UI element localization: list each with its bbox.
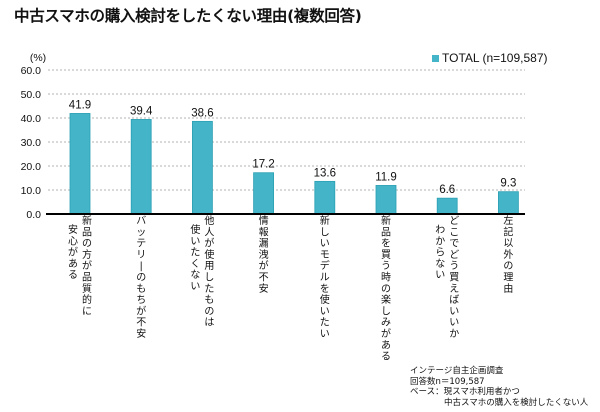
bar — [191, 120, 213, 215]
data-label: 38.6 — [191, 107, 213, 119]
data-label: 9.3 — [500, 178, 516, 190]
bar — [497, 191, 519, 215]
data-label: 6.6 — [439, 184, 455, 196]
y-axis-label: (%) — [30, 52, 46, 64]
bar — [375, 185, 397, 215]
data-label: 39.4 — [130, 105, 153, 117]
x-category-label: 安心がある — [68, 223, 78, 281]
bar — [253, 172, 275, 215]
source-footnote: インテージ自主企画調査 回答数n＝109,587 ベース：現スマホ利用者かつ 中… — [410, 366, 589, 408]
bar — [130, 119, 152, 215]
x-category-label: 新品の方が品質的に — [82, 214, 92, 317]
bar — [436, 197, 458, 215]
y-tick-label: 30.0 — [21, 137, 42, 149]
x-category-label: バッテリ|のもちが不安 — [136, 215, 146, 340]
x-category-label: 情報漏洩が不安 — [259, 214, 269, 295]
x-category-label: どこでどう買えばいいか — [449, 215, 459, 340]
data-label: 41.9 — [69, 99, 91, 111]
legend-label: TOTAL (n=109,587) — [442, 51, 548, 65]
y-tick-label: 10.0 — [21, 185, 42, 197]
chart-title: 中古スマホの購入検討をしたくない理由(複数回答) — [14, 7, 362, 25]
data-label: 13.6 — [314, 167, 336, 179]
bar — [69, 113, 91, 215]
y-tick-label: 20.0 — [21, 161, 42, 173]
bar — [314, 180, 336, 215]
x-category-label: 新しいモデルを使いたい — [320, 214, 330, 340]
data-label: 17.2 — [252, 159, 274, 171]
x-category-label: わからない — [435, 224, 445, 281]
x-category-label: 他人が使用したものは — [204, 214, 214, 329]
legend-swatch — [432, 55, 439, 62]
y-tick-label: 60.0 — [21, 65, 42, 77]
data-label: 11.9 — [375, 171, 397, 183]
y-tick-label: 0.0 — [26, 209, 41, 221]
x-category-label: 左記以外の理由 — [503, 214, 513, 295]
y-tick-label: 50.0 — [21, 89, 42, 101]
y-tick-label: 40.0 — [21, 113, 42, 125]
x-category-label: 使いたくない — [190, 223, 200, 293]
x-category-label: 新品を買う時の楽しみがある — [381, 214, 391, 363]
